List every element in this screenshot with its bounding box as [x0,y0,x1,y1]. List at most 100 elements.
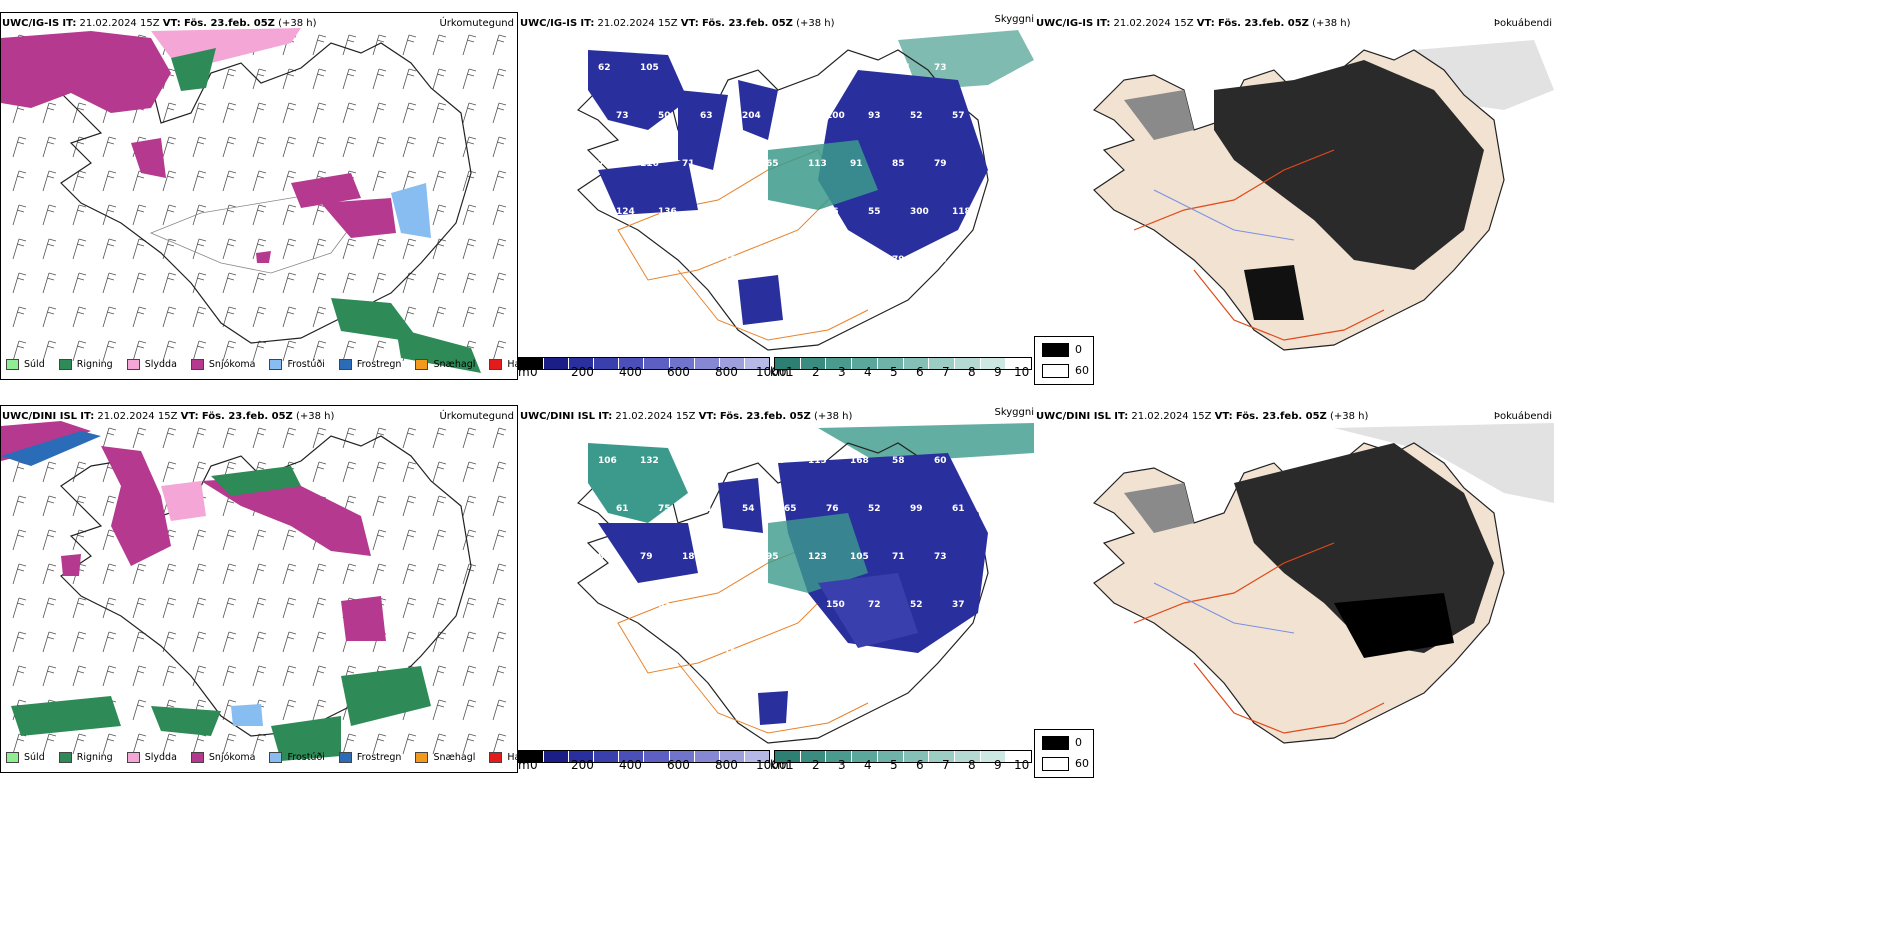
wind-barb [342,733,357,755]
wind-barb [162,427,177,449]
wind-barb [132,699,147,721]
visibility-value-label: 189 [682,552,701,562]
wind-barb [222,631,237,653]
visibility-value-label: 118 [952,207,971,217]
wind-barb [102,272,117,294]
wind-barb [162,204,177,226]
m-unit: m [518,365,530,379]
wind-barb [192,597,207,619]
visibility-value-label: 95 [766,552,779,562]
wind-barb [162,563,177,585]
wind-barb [342,68,357,90]
row2-visibility-panel: 106 132 310 257 106 113 168 58 60 61 75 51 54 65 76 52 9… [518,407,1034,772]
wind-barb [492,68,507,90]
wind-barb [282,597,297,619]
wind-barb [462,597,477,619]
wind-barb [162,102,177,124]
visibility-value-label: 122 [700,207,719,217]
wind-barb [12,306,27,328]
visibility-value-label: 52 [868,504,881,514]
wind-barb [282,699,297,721]
visibility-value-label: 136 [658,207,677,217]
wind-barb [312,272,327,294]
wind-barb [342,238,357,260]
wind-barb [462,699,477,721]
wind-barb [432,461,447,483]
visibility-value-label: 85 [658,600,671,610]
wind-barb [282,529,297,551]
wind-barb [162,461,177,483]
wind-barb [252,204,267,226]
wind-barb [282,427,297,449]
visibility-value-label: 71 [892,552,905,562]
visibility-value-label: 168 [850,456,869,466]
wind-barb [192,461,207,483]
visibility-value-label: 113 [808,456,827,466]
wind-barb [42,238,57,260]
visibility-map-bottom: 106 132 310 257 106 113 168 58 60 61 75 51 54 65 76 52 9… [576,423,1034,744]
wind-barb [462,102,477,124]
wind-barb [462,631,477,653]
visibility-value-label: 72 [868,600,881,610]
wind-barb [282,204,297,226]
wind-barb [282,272,297,294]
wind-barb [12,136,27,158]
wind-barb [402,461,417,483]
visibility-value-label: 91 [850,159,863,169]
row1-fog-header: UWC/IG-IS IT: 21.02.2024 15Z VT: Fös. 23… [1036,18,1351,29]
fog-map-top [1092,40,1554,351]
visibility-value-label: 128 [724,648,743,658]
visibility-value-label: 310 [682,456,701,466]
panel-title: Skyggni [994,14,1034,25]
visibility-m-colorbar [518,750,770,763]
wind-barb [492,238,507,260]
visibility-value-label: 101 [724,255,743,265]
wind-barb [102,427,117,449]
wind-barb [192,340,207,362]
fog-swatch-black [1042,736,1069,750]
wind-barb [72,665,87,687]
wind-barb [372,495,387,517]
wind-barb [492,272,507,294]
visibility-value-label: 124 [616,207,635,217]
legend-item: Rigning [58,752,113,763]
visibility-value-label: 73 [934,552,947,562]
visibility-value-label: 257 [724,456,743,466]
visibility-km-colorbar [774,750,1032,763]
wind-barb [312,34,327,56]
visibility-value-label: 150 [826,600,845,610]
visibility-value-label: 60 [934,456,947,466]
wind-barb [192,306,207,328]
wind-barb [162,306,177,328]
wind-barb [492,495,507,517]
visibility-value-label: 111 [892,63,911,73]
wind-barb [282,563,297,585]
wind-barb [12,631,27,653]
wind-barb [12,665,27,687]
visibility-m-colorbar [518,357,770,370]
wind-barb [342,563,357,585]
wind-barb [342,427,357,449]
wind-barb [462,136,477,158]
wind-barb [222,170,237,192]
row1-precip-panel: UWC/IG-IS IT: 21.02.2024 15Z VT: Fös. 23… [0,0,538,380]
wind-barb [72,340,87,362]
fog-swatch-white [1042,364,1069,378]
wind-barb [312,68,327,90]
wind-barb [402,68,417,90]
wind-barb [42,631,57,653]
visibility-value-label: 123 [808,552,827,562]
visibility-value-label: 76 [784,600,797,610]
wind-barb [162,170,177,192]
visibility-value-label: 106 [598,456,617,466]
wind-barb [132,170,147,192]
wind-barb [462,68,477,90]
wind-barb [222,102,237,124]
wind-barb [222,427,237,449]
visibility-value-label: 65 [766,159,779,169]
precip-map-top [1,28,507,373]
wind-barb [312,204,327,226]
wind-barb [12,733,27,755]
wind-barb [372,102,387,124]
wind-barb [372,238,387,260]
